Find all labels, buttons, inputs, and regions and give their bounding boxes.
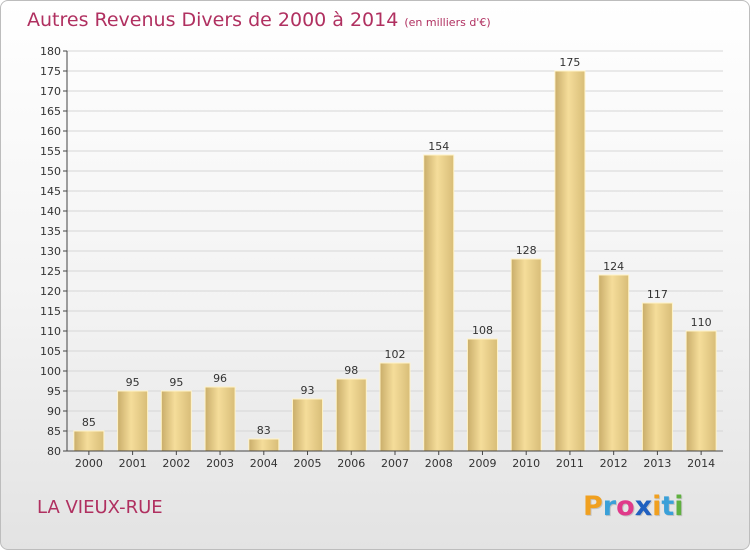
bar-2014: [685, 330, 717, 452]
x-tick-label: 2009: [468, 457, 496, 470]
bar-value-label: 93: [301, 384, 315, 397]
logo-letter: o: [616, 491, 635, 522]
y-tick-label: 95: [47, 385, 61, 398]
y-tick-label: 100: [40, 365, 61, 378]
y-tick-label: 130: [40, 245, 61, 258]
bar-value-label: 102: [385, 348, 406, 361]
y-tick-label: 160: [40, 125, 61, 138]
bar-2001: [117, 390, 149, 452]
logo-letter: i: [674, 491, 684, 522]
y-tick-label: 180: [40, 45, 61, 58]
bar-value-label: 95: [169, 376, 183, 389]
x-tick-label: 2005: [294, 457, 322, 470]
y-tick-label: 170: [40, 85, 61, 98]
x-tick-label: 2008: [425, 457, 453, 470]
y-tick-label: 125: [40, 265, 61, 278]
bar-2000: [73, 430, 105, 452]
bar-2003: [204, 386, 236, 452]
bar-value-label: 95: [126, 376, 140, 389]
x-tick-label: 2012: [600, 457, 628, 470]
bar-2004: [248, 438, 280, 452]
chart-title: Autres Revenus Divers de 2000 à 2014: [27, 9, 399, 31]
bar-value-label: 98: [344, 364, 358, 377]
y-tick-label: 120: [40, 285, 61, 298]
y-tick-label: 90: [47, 405, 61, 418]
logo-letter: i: [652, 491, 662, 522]
bar-value-label: 154: [428, 140, 449, 153]
bars: 85 95 95 96 83 93 98 102 154 108 128 175 124 117 110: [73, 56, 717, 452]
chart-subtitle: (en milliers d'€): [404, 16, 491, 29]
bar-2005: [292, 398, 324, 452]
chart-title-block: Autres Revenus Divers de 2000 à 2014 (en …: [27, 9, 491, 31]
x-tick-label: 2000: [75, 457, 103, 470]
y-tick-label: 85: [47, 425, 61, 438]
location-label: LA VIEUX-RUE: [37, 497, 163, 518]
y-tick-label: 80: [47, 445, 61, 458]
bar-2011: [554, 70, 586, 452]
bar-2006: [335, 378, 367, 452]
y-tick-label: 165: [40, 105, 61, 118]
bar-value-label: 128: [516, 244, 537, 257]
y-tick-label: 110: [40, 325, 61, 338]
x-tick-label: 2011: [556, 457, 584, 470]
bar-value-label: 175: [559, 56, 580, 69]
bar-2012: [598, 274, 630, 452]
y-tick-label: 105: [40, 345, 61, 358]
proxiti-logo: Proxiti: [583, 491, 684, 522]
x-tick-label: 2002: [162, 457, 190, 470]
bar-value-label: 110: [691, 316, 712, 329]
bar-2009: [466, 338, 498, 452]
x-tick-label: 2014: [687, 457, 715, 470]
bar-value-label: 96: [213, 372, 227, 385]
logo-letter: x: [634, 491, 653, 522]
y-tick-label: 150: [40, 165, 61, 178]
x-tick-label: 2007: [381, 457, 409, 470]
logo-letter: P: [583, 491, 603, 522]
y-tick-label: 140: [40, 205, 61, 218]
y-tick-label: 155: [40, 145, 61, 158]
x-tick-label: 2010: [512, 457, 540, 470]
x-tick-label: 2006: [337, 457, 365, 470]
y-tick-label: 115: [40, 305, 61, 318]
axes: 80 85 90 95 100 105 110 115 120 125 130 135 140 145 15…: [40, 45, 723, 470]
bar-value-label: 117: [647, 288, 668, 301]
bar-value-label: 124: [603, 260, 624, 273]
logo-letter: r: [602, 491, 617, 522]
bar-2013: [641, 302, 673, 452]
bar-2007: [379, 362, 411, 452]
x-tick-label: 2013: [643, 457, 671, 470]
bar-value-label: 108: [472, 324, 493, 337]
x-tick-label: 2004: [250, 457, 278, 470]
y-tick-label: 145: [40, 185, 61, 198]
bar-2008: [423, 154, 455, 452]
bar-2010: [510, 258, 542, 452]
bar-value-label: 85: [82, 416, 96, 429]
logo-letter: t: [661, 491, 675, 522]
x-tick-label: 2001: [119, 457, 147, 470]
bar-2002: [160, 390, 192, 452]
bar-value-label: 83: [257, 424, 271, 437]
y-tick-label: 135: [40, 225, 61, 238]
x-tick-label: 2003: [206, 457, 234, 470]
y-tick-label: 175: [40, 65, 61, 78]
